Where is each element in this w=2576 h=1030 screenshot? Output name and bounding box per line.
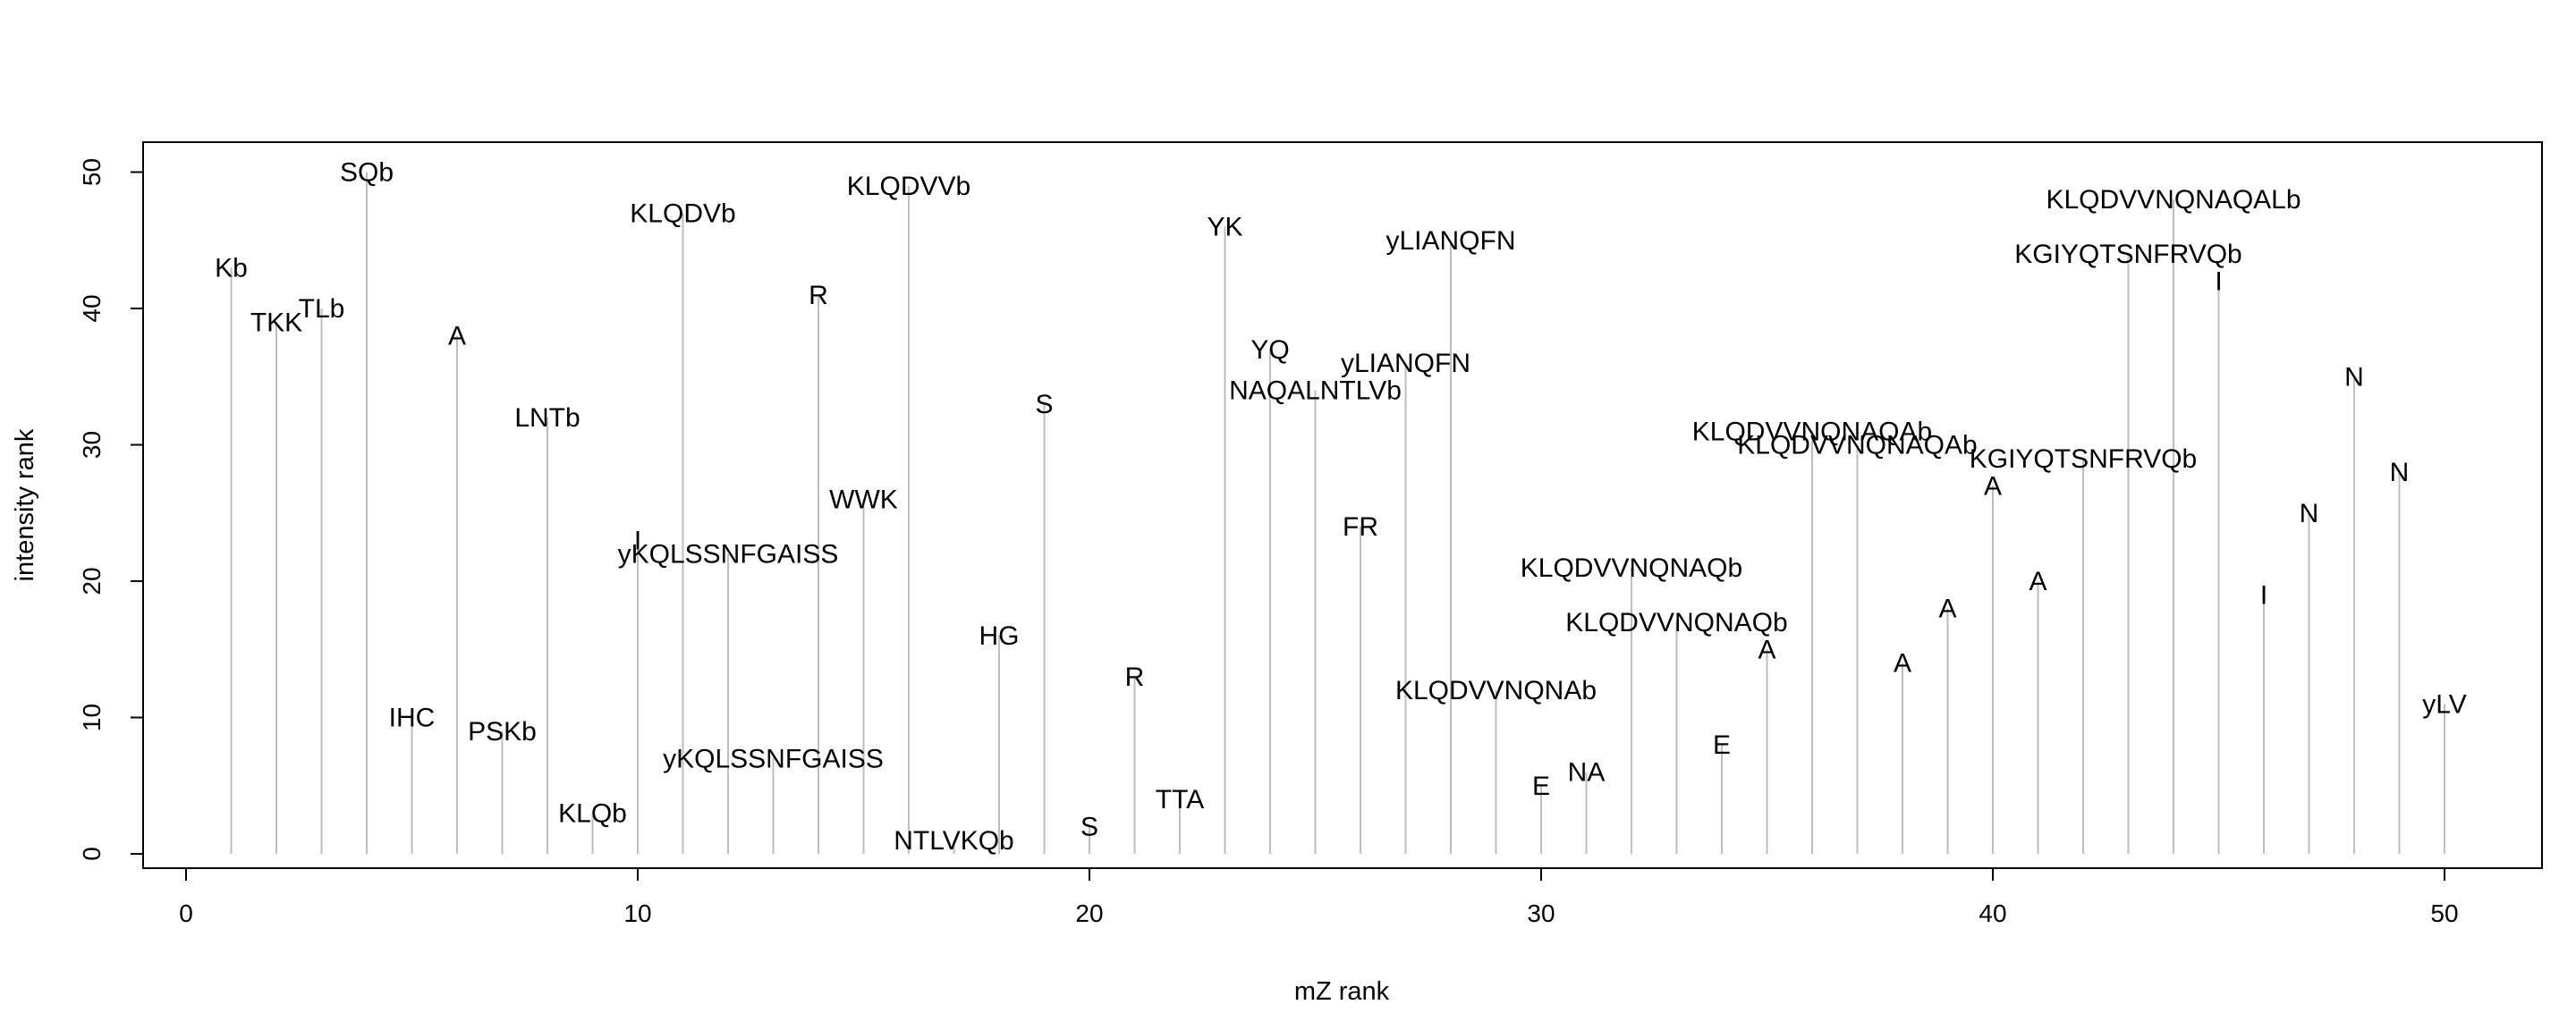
- point-label-44: KLQDVVNQNAQALb: [2046, 185, 2301, 215]
- point-label-30: E: [1532, 772, 1550, 801]
- point-label-23: YK: [1207, 213, 1242, 242]
- point-label-17: NTLVKQb: [894, 826, 1014, 856]
- x-tick-label-0: 0: [179, 899, 193, 927]
- point-label-11: KLQDVb: [630, 198, 735, 228]
- point-label-15: WWK: [829, 485, 898, 515]
- y-axis: 0 10 20 30 40 50: [78, 158, 144, 861]
- point-label-47: N: [2300, 499, 2319, 528]
- point-label-5: IHC: [389, 704, 436, 733]
- point-label-27: yLIANQFN: [1341, 349, 1470, 378]
- point-label-26: FR: [1343, 512, 1378, 542]
- point-label-48: N: [2344, 362, 2364, 392]
- point-label-33: KLQDVVNQNAQb: [1565, 608, 1787, 637]
- point-label-14: R: [809, 281, 828, 310]
- point-label-42: KGIYQTSNFRVQb: [1970, 444, 2198, 474]
- point-label-2: TKK: [250, 308, 302, 337]
- y-tick-label-30: 30: [78, 431, 106, 459]
- point-label-49: N: [2390, 458, 2410, 487]
- point-label-45: I: [2215, 267, 2222, 297]
- point-label-41: A: [2029, 567, 2046, 596]
- point-label-50: yLV: [2422, 689, 2466, 719]
- point-label-4: SQb: [340, 158, 394, 188]
- y-tick-label-50: 50: [78, 158, 106, 186]
- spikes-layer: [230, 172, 2445, 854]
- point-label-29: KLQDVVNQNAb: [1395, 676, 1597, 705]
- x-tick-label-30: 30: [1527, 899, 1555, 927]
- point-label-3: TLb: [299, 294, 345, 324]
- point-label-38: A: [1894, 649, 1911, 679]
- x-tick-label-20: 20: [1075, 899, 1103, 927]
- y-tick-label-20: 20: [78, 567, 106, 595]
- point-label-12: yKQLSSNFGAISS: [618, 540, 839, 570]
- point-label-16: KLQDVVb: [847, 172, 970, 201]
- y-tick-label-0: 0: [78, 847, 106, 861]
- point-label-39: A: [1938, 595, 1956, 624]
- point-label-40: A: [1984, 471, 2002, 501]
- point-label-22: TTA: [1156, 785, 1204, 815]
- point-label-34: E: [1713, 730, 1731, 760]
- point-label-9: KLQb: [558, 798, 627, 828]
- y-tick-label-40: 40: [78, 294, 106, 322]
- point-label-35: A: [1758, 635, 1775, 664]
- point-label-7: PSKb: [468, 717, 537, 747]
- point-label-46: I: [2260, 580, 2267, 610]
- point-label-37: KLQDVVNQNAQAb: [1737, 431, 1977, 460]
- point-label-31: NA: [1568, 758, 1606, 788]
- point-label-10: I: [634, 526, 641, 555]
- point-label-6: A: [448, 322, 466, 351]
- y-tick-label-10: 10: [78, 704, 106, 731]
- point-label-32: KLQDVVNQNAQb: [1521, 553, 1742, 583]
- x-tick-label-40: 40: [1979, 899, 2006, 927]
- x-tick-label-10: 10: [623, 899, 651, 927]
- x-tick-label-50: 50: [2430, 899, 2458, 927]
- point-label-19: S: [1035, 390, 1053, 419]
- point-label-13: yKQLSSNFGAISS: [663, 744, 884, 773]
- point-label-25: NAQALNTLVb: [1229, 376, 1402, 406]
- point-label-20: S: [1080, 813, 1098, 842]
- y-axis-title: intensity rank: [11, 428, 39, 581]
- x-axis-title: mZ rank: [1294, 977, 1390, 1006]
- point-label-24: YQ: [1250, 335, 1289, 365]
- point-label-36: KLQDVVNQNAQAb: [1692, 417, 1932, 446]
- point-label-1: Kb: [215, 253, 248, 283]
- point-label-21: R: [1125, 663, 1145, 692]
- x-axis: 0 10 20 30 40 50: [179, 867, 2459, 927]
- point-label-8: LNTb: [514, 403, 580, 433]
- point-label-18: HG: [979, 621, 1020, 651]
- point-label-43: KGIYQTSNFRVQb: [2014, 240, 2242, 269]
- point-label-28: yLIANQFN: [1385, 226, 1515, 256]
